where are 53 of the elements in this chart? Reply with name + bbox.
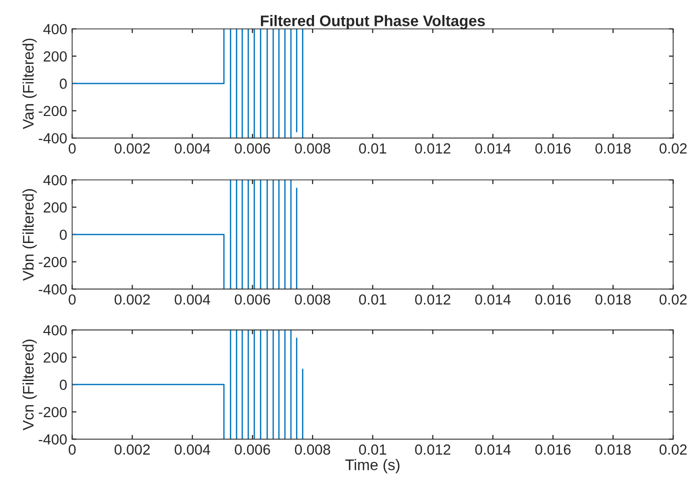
x-tick-label: 0.012: [415, 294, 450, 305]
y-tick-label: 0: [60, 78, 67, 89]
x-tick-label: 0.02: [660, 444, 687, 455]
x-tick-label: 0.02: [660, 143, 687, 154]
y-axis-title: Vcn (Filtered): [22, 340, 37, 430]
y-tick-label: -200: [38, 106, 67, 116]
y-axis-title: Van (Filtered): [22, 38, 37, 130]
x-tick-label: 0.01: [359, 444, 386, 455]
x-tick-label: 0.012: [415, 444, 450, 455]
x-tick-label: 0: [68, 294, 76, 305]
y-tick-label: 0: [60, 380, 67, 390]
x-tick-label: 0.008: [294, 143, 330, 154]
x-tick-label: 0.002: [114, 294, 150, 305]
y-tick-label: 200: [44, 352, 67, 363]
y-tick-label: -400: [38, 434, 67, 445]
x-tick-label: 0.018: [595, 294, 631, 305]
y-axis-title: Vbn (Filtered): [22, 189, 37, 281]
y-tick-label: 400: [43, 174, 67, 186]
y-tick-label: -400: [38, 133, 67, 144]
y-tick-label: -200: [38, 406, 67, 418]
x-tick-label: 0.018: [595, 143, 631, 154]
y-tick-label: 200: [44, 202, 67, 213]
x-tick-label: 0.002: [114, 143, 150, 154]
x-tick-label: 0.016: [535, 294, 571, 305]
x-tick-label: 0.016: [535, 143, 571, 154]
y-tick-label: 400: [43, 24, 67, 34]
x-tick-label: 0.016: [535, 444, 571, 455]
y-tick-label: -400: [38, 284, 67, 295]
x-tick-label: 0.01: [359, 294, 386, 305]
y-tick-label: 400: [43, 325, 67, 336]
chart-title: Filtered Output Phase Voltages: [260, 15, 485, 30]
x-tick-label: 0.018: [595, 444, 631, 455]
x-tick-label: 0.008: [294, 444, 330, 455]
x-tick-label: 0.006: [234, 294, 270, 305]
y-tick-label: 0: [60, 230, 67, 240]
x-tick-label: 0.004: [174, 294, 210, 305]
x-tick-label: 0.006: [234, 143, 270, 154]
x-tick-label: 0.02: [660, 294, 687, 305]
x-tick-label: 0: [68, 444, 76, 455]
y-tick-label: -200: [38, 256, 67, 268]
x-tick-label: 0.01: [359, 143, 386, 154]
x-axis-title: Time (s): [345, 458, 400, 474]
x-tick-label: 0.014: [475, 294, 511, 305]
x-tick-label: 0.002: [114, 444, 150, 455]
x-tick-label: 0.004: [174, 444, 210, 455]
x-tick-label: 0.012: [415, 143, 450, 154]
x-tick-label: 0: [68, 143, 76, 154]
y-tick-label: 200: [44, 51, 67, 62]
x-tick-label: 0.014: [475, 143, 511, 154]
x-tick-label: 0.006: [234, 444, 270, 455]
x-tick-label: 0.008: [294, 294, 330, 305]
x-tick-label: 0.004: [174, 143, 210, 154]
x-tick-label: 0.014: [475, 444, 511, 455]
